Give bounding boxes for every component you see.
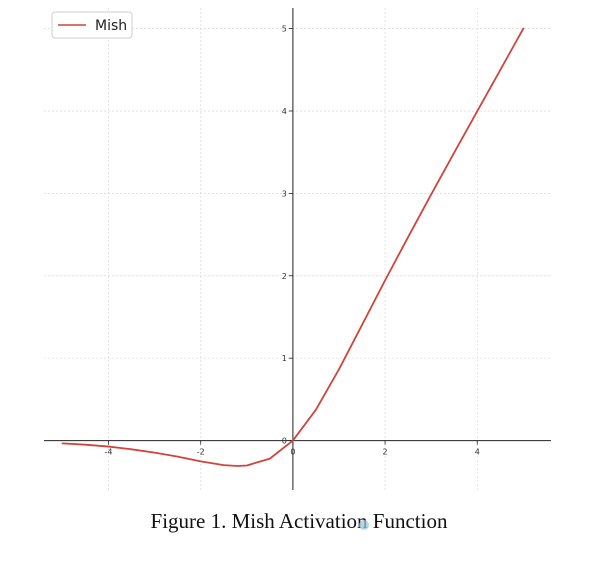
x-tick-label: 4 <box>475 448 480 457</box>
x-tick-label: 2 <box>383 448 388 457</box>
x-tick-label: -2 <box>197 448 205 457</box>
tick-labels: -4 -2 0 2 4 0 1 2 3 4 5 <box>105 25 480 457</box>
series-layer <box>61 27 525 467</box>
y-tick-label: 3 <box>282 189 287 198</box>
y-tick-label: 0 <box>282 437 287 446</box>
legend-label-mish: Mish <box>95 18 127 34</box>
axes <box>44 8 551 490</box>
x-tick-label: 0 <box>290 448 295 457</box>
y-tick-label: 2 <box>282 272 287 281</box>
figure-caption: Figure 1. Mish Activation Function <box>150 509 448 533</box>
series-line-mish <box>61 27 525 467</box>
y-tick-label: 4 <box>282 107 287 116</box>
legend: Mish <box>51 11 133 39</box>
grid-lines <box>44 8 551 490</box>
x-tick-label: -4 <box>105 448 113 457</box>
cursor-indicator <box>359 520 369 530</box>
legend-box <box>51 11 133 39</box>
y-tick-label: 5 <box>282 25 287 34</box>
y-tick-label: 1 <box>282 354 287 363</box>
